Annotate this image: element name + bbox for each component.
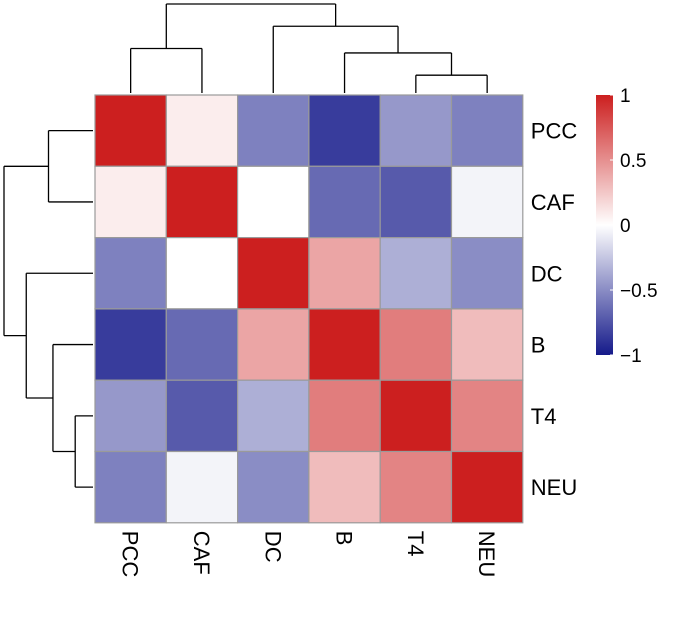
heatmap-cell-neu-neu xyxy=(450,450,524,524)
heatmap-cell-b-caf xyxy=(165,308,239,381)
heatmap-cell-caf-pcc xyxy=(94,165,167,239)
colorbar-tick-label: 1 xyxy=(620,86,631,107)
column-label: DC xyxy=(260,531,285,563)
heatmap-cell-neu-b xyxy=(308,450,381,524)
colorbar-legend: 1 0.5 0 −0.5 −1 xyxy=(596,86,658,367)
heatmap-cell-pcc-b xyxy=(308,94,381,167)
heatmap-cell-caf-b xyxy=(308,165,381,239)
colorbar-tick-label: −0.5 xyxy=(620,281,658,302)
row-label: DC xyxy=(531,261,563,286)
heatmap-cell-t4-dc xyxy=(237,379,310,453)
heatmap-cell-b-b xyxy=(308,308,381,381)
heatmap-cell-pcc-neu xyxy=(450,94,524,167)
heatmap-cell-dc-t4 xyxy=(379,237,453,310)
heatmap-cell-pcc-dc xyxy=(237,94,310,167)
column-label: PCC xyxy=(118,531,143,578)
row-dendrogram xyxy=(3,129,93,488)
colorbar-gradient xyxy=(596,95,613,355)
heatmap-cell-t4-caf xyxy=(165,379,239,453)
heatmap-cell-caf-t4 xyxy=(379,165,453,239)
colorbar-tick-label: 0 xyxy=(620,216,631,237)
colorbar-tick-label: −1 xyxy=(620,346,642,367)
heatmap-cell-neu-pcc xyxy=(94,450,167,524)
heatmap-cell-caf-caf xyxy=(165,165,239,239)
column-label: B xyxy=(332,531,357,546)
colorbar-tick-label: 0.5 xyxy=(620,151,646,172)
column-label: CAF xyxy=(189,531,214,575)
column-labels: PCC CAF DC B T4 NEU xyxy=(118,531,499,578)
heatmap-cell-dc-pcc xyxy=(94,237,167,310)
column-label: T4 xyxy=(403,531,428,557)
heatmap-cell-b-dc xyxy=(237,308,310,381)
heatmap-cell-t4-b xyxy=(308,379,381,453)
row-label: B xyxy=(531,333,546,358)
heatmap-cell-t4-neu xyxy=(450,379,524,453)
heatmap-cell-pcc-pcc xyxy=(94,94,167,167)
row-labels: PCC CAF DC B T4 NEU xyxy=(531,119,578,501)
heatmap-cell-dc-dc xyxy=(237,237,310,310)
row-label: NEU xyxy=(531,475,577,500)
row-label: CAF xyxy=(531,190,575,215)
column-label: NEU xyxy=(474,531,499,577)
heatmap-cell-caf-neu xyxy=(450,165,524,239)
heatmap-cell-t4-t4 xyxy=(379,379,453,453)
heatmap-cell-b-neu xyxy=(450,308,524,381)
heatmap-cell-neu-caf xyxy=(165,450,239,524)
heatmap-cell-neu-dc xyxy=(237,450,310,524)
heatmap-cell-dc-neu xyxy=(450,237,524,310)
heatmap-cell-dc-caf xyxy=(165,237,239,310)
heatmap-cell-pcc-t4 xyxy=(379,94,453,167)
row-label: PCC xyxy=(531,119,578,144)
row-label: T4 xyxy=(531,404,557,429)
heatmap-cell-b-pcc xyxy=(94,308,167,381)
heatmap-cell-dc-b xyxy=(308,237,381,310)
heatmap-cell-neu-t4 xyxy=(379,450,453,524)
heatmap-cell-caf-dc xyxy=(237,165,310,239)
heatmap-cell-t4-pcc xyxy=(94,379,167,453)
heatmap-cell-pcc-caf xyxy=(165,94,239,167)
heatmap-cells xyxy=(94,94,524,524)
heatmap-cell-b-t4 xyxy=(379,308,453,381)
column-dendrogram xyxy=(129,3,488,93)
